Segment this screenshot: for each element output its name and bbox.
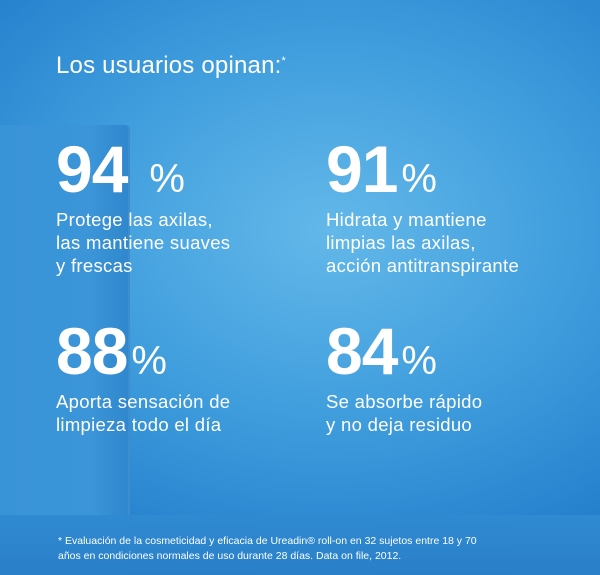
stat-description-line: limpias las axilas, xyxy=(326,232,476,253)
footnote-line: * Evaluación de la cosmeticidad y eficac… xyxy=(58,535,477,547)
stat-unit: % xyxy=(149,157,185,201)
stat-description: Aporta sensación de limpieza todo el día xyxy=(56,390,230,436)
stat-91: 91% Hidrata y mantiene limpias las axila… xyxy=(326,136,519,277)
page-title: Los usuarios opinan:* xyxy=(56,52,286,80)
title-asterisk: * xyxy=(281,55,286,67)
footnote: * Evaluación de la cosmeticidad y eficac… xyxy=(58,534,558,564)
stat-unit: % xyxy=(401,339,437,383)
stat-description-line: las mantiene suaves xyxy=(56,232,231,253)
stat-description-line: Aporta sensación de xyxy=(56,391,231,412)
stat-84: 84% Se absorbe rápido y no deja residuo xyxy=(326,318,482,436)
stat-description: Protege las axilas, las mantiene suaves … xyxy=(56,208,230,277)
title-text: Los usuarios opinan: xyxy=(56,52,282,79)
stat-description-line: y no deja residuo xyxy=(326,414,472,435)
stat-88: 88% Aporta sensación de limpieza todo el… xyxy=(56,318,230,436)
stat-description-line: y frescas xyxy=(56,255,133,276)
stat-description-line: Hidrata y mantiene xyxy=(326,209,487,230)
stat-value: 91 xyxy=(326,132,398,206)
stat-description-line: acción antitranspirante xyxy=(326,255,520,276)
stat-description-line: Protege las axilas, xyxy=(56,209,213,230)
stat-value: 88 xyxy=(56,314,128,388)
stat-description-line: Se absorbe rápido xyxy=(326,391,483,412)
stat-unit: % xyxy=(401,157,437,201)
stat-value: 94 xyxy=(56,132,128,206)
stat-description: Se absorbe rápido y no deja residuo xyxy=(326,390,482,436)
stat-value: 84 xyxy=(326,314,398,388)
stat-description-line: limpieza todo el día xyxy=(56,414,222,435)
footnote-line: años en condiciones normales de uso dura… xyxy=(58,550,402,562)
product-bottle-shape xyxy=(0,125,130,515)
floor-surface xyxy=(0,515,600,575)
stat-description: Hidrata y mantiene limpias las axilas, a… xyxy=(326,208,519,277)
stat-unit: % xyxy=(131,339,167,383)
stat-94: 94% Protege las axilas, las mantiene sua… xyxy=(56,136,230,277)
